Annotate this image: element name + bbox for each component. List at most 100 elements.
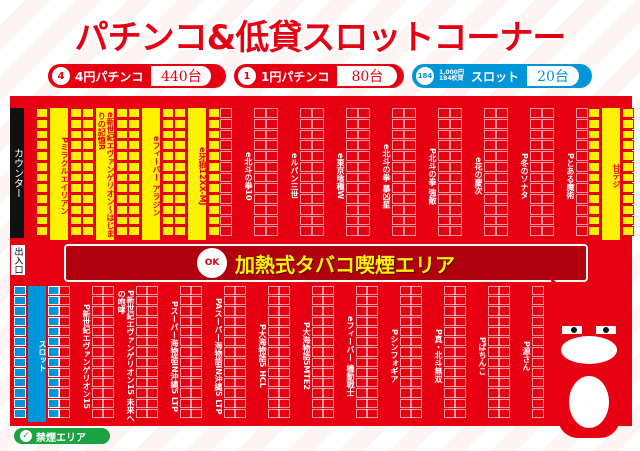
- machine-seat[interactable]: [532, 367, 544, 378]
- machine-seat[interactable]: [162, 226, 174, 236]
- machine-seat[interactable]: [70, 194, 82, 204]
- machine-seat[interactable]: [312, 296, 324, 306]
- machine-seat[interactable]: [180, 347, 192, 357]
- machine-seat[interactable]: [322, 296, 334, 306]
- machine-seat[interactable]: [254, 151, 266, 161]
- machine-seat[interactable]: [392, 151, 404, 161]
- machine-seat[interactable]: [180, 326, 192, 337]
- machine-seat[interactable]: [404, 226, 416, 236]
- machine-seat[interactable]: [116, 140, 128, 150]
- machine-seat[interactable]: [312, 204, 324, 215]
- machine-seat[interactable]: [484, 204, 496, 215]
- machine-seat[interactable]: [254, 161, 266, 172]
- machine-seat[interactable]: [224, 347, 236, 357]
- machine-seat[interactable]: [400, 367, 412, 378]
- machine-seat[interactable]: [322, 408, 334, 419]
- machine-seat[interactable]: [36, 140, 48, 150]
- machine-seat[interactable]: [366, 408, 378, 419]
- machine-seat[interactable]: [588, 172, 600, 183]
- machine-seat[interactable]: [392, 108, 404, 118]
- machine-seat[interactable]: [622, 204, 634, 215]
- machine-seat[interactable]: [322, 316, 334, 326]
- machine-seat[interactable]: [14, 388, 26, 398]
- machine-seat[interactable]: [484, 161, 496, 172]
- machine-seat[interactable]: [48, 337, 60, 347]
- machine-seat[interactable]: [404, 215, 416, 226]
- machine-seat[interactable]: [136, 306, 148, 316]
- machine-seat[interactable]: [266, 172, 278, 183]
- machine-seat[interactable]: [542, 118, 554, 129]
- machine-seat[interactable]: [180, 296, 192, 306]
- machine-seat[interactable]: [278, 306, 290, 316]
- machine-seat[interactable]: [300, 172, 312, 183]
- machine-seat[interactable]: [454, 316, 466, 326]
- machine-seat[interactable]: [234, 286, 246, 296]
- machine-seat[interactable]: [322, 378, 334, 388]
- machine-seat[interactable]: [300, 194, 312, 204]
- machine-seat[interactable]: [498, 357, 510, 367]
- machine-seat[interactable]: [356, 367, 368, 378]
- machine-seat[interactable]: [400, 378, 412, 388]
- machine-seat[interactable]: [48, 296, 60, 306]
- machine-seat[interactable]: [162, 161, 174, 172]
- machine-seat[interactable]: [312, 183, 324, 193]
- machine-seat[interactable]: [498, 408, 510, 419]
- machine-seat[interactable]: [312, 108, 324, 118]
- machine-seat[interactable]: [36, 226, 48, 236]
- machine-seat[interactable]: [400, 316, 412, 326]
- machine-seat[interactable]: [496, 118, 508, 129]
- machine-seat[interactable]: [224, 286, 236, 296]
- machine-seat[interactable]: [444, 388, 456, 398]
- machine-seat[interactable]: [220, 215, 232, 226]
- machine-seat[interactable]: [488, 398, 500, 408]
- machine-seat[interactable]: [576, 151, 588, 161]
- machine-seat[interactable]: [542, 204, 554, 215]
- machine-seat[interactable]: [454, 398, 466, 408]
- machine-seat[interactable]: [224, 388, 236, 398]
- machine-seat[interactable]: [400, 408, 412, 419]
- machine-seat[interactable]: [146, 326, 158, 337]
- machine-seat[interactable]: [530, 172, 542, 183]
- machine-seat[interactable]: [542, 215, 554, 226]
- machine-seat[interactable]: [498, 337, 510, 347]
- machine-seat[interactable]: [254, 140, 266, 150]
- machine-seat[interactable]: [532, 316, 544, 326]
- machine-seat[interactable]: [116, 204, 128, 215]
- machine-seat[interactable]: [346, 151, 358, 161]
- machine-seat[interactable]: [268, 378, 280, 388]
- machine-seat[interactable]: [136, 388, 148, 398]
- machine-seat[interactable]: [128, 204, 140, 215]
- machine-seat[interactable]: [312, 172, 324, 183]
- machine-seat[interactable]: [14, 398, 26, 408]
- machine-seat[interactable]: [366, 286, 378, 296]
- machine-seat[interactable]: [82, 226, 94, 236]
- machine-seat[interactable]: [136, 337, 148, 347]
- machine-seat[interactable]: [224, 326, 236, 337]
- machine-seat[interactable]: [180, 378, 192, 388]
- machine-seat[interactable]: [312, 357, 324, 367]
- machine-seat[interactable]: [454, 357, 466, 367]
- machine-seat[interactable]: [454, 378, 466, 388]
- machine-seat[interactable]: [180, 357, 192, 367]
- machine-seat[interactable]: [530, 215, 542, 226]
- machine-seat[interactable]: [174, 161, 186, 172]
- machine-seat[interactable]: [450, 194, 462, 204]
- machine-seat[interactable]: [136, 367, 148, 378]
- machine-seat[interactable]: [450, 129, 462, 140]
- machine-seat[interactable]: [190, 378, 202, 388]
- machine-seat[interactable]: [530, 161, 542, 172]
- machine-seat[interactable]: [136, 357, 148, 367]
- machine-seat[interactable]: [136, 316, 148, 326]
- machine-seat[interactable]: [268, 337, 280, 347]
- machine-seat[interactable]: [410, 296, 422, 306]
- machine-seat[interactable]: [278, 388, 290, 398]
- machine-seat[interactable]: [484, 118, 496, 129]
- machine-seat[interactable]: [224, 337, 236, 347]
- machine-seat[interactable]: [450, 108, 462, 118]
- machine-seat[interactable]: [356, 357, 368, 367]
- machine-seat[interactable]: [220, 226, 232, 236]
- machine-seat[interactable]: [532, 306, 544, 316]
- machine-seat[interactable]: [542, 108, 554, 118]
- machine-seat[interactable]: [358, 204, 370, 215]
- machine-seat[interactable]: [532, 296, 544, 306]
